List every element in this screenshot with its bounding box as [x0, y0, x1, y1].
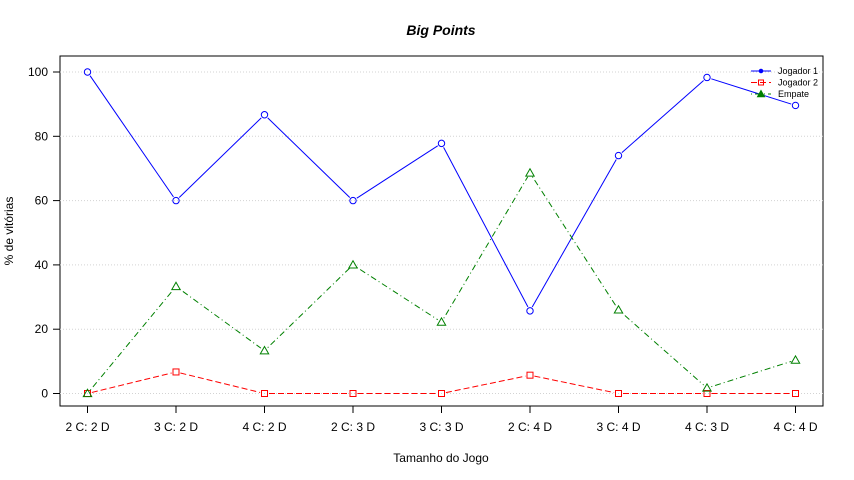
data-point: [613, 304, 624, 314]
data-point: [83, 68, 92, 76]
series-segment: [267, 117, 351, 198]
y-tick-label: 40: [35, 258, 49, 272]
legend-entry: Jogador 1: [751, 66, 818, 76]
series-segment: [91, 372, 172, 393]
series-segment: [621, 312, 704, 386]
data-point: [790, 354, 801, 364]
data-point: [526, 307, 534, 315]
data-point: [438, 390, 445, 397]
legend-label: Jogador 2: [778, 78, 818, 88]
legend-marker: [758, 68, 764, 74]
series-segment: [89, 75, 174, 198]
series-segment: [531, 159, 617, 308]
data-point: [701, 382, 713, 392]
series-segment: [443, 176, 529, 319]
series-segment: [711, 78, 792, 105]
series-segment: [445, 375, 526, 394]
series-segment: [178, 117, 262, 198]
gridlines: [60, 71, 823, 394]
y-tick-label: 20: [35, 322, 49, 336]
x-tick-label: 3 C: 3 D: [419, 420, 463, 434]
series-empate: [82, 167, 801, 398]
series-segment: [621, 80, 704, 153]
data-point: [172, 196, 180, 205]
series-jogador-1: [83, 68, 800, 315]
x-tick-label: 4 C: 2 D: [242, 420, 286, 434]
series-segment: [532, 176, 617, 307]
y-tick-label: 100: [28, 65, 48, 79]
x-tick-label: 4 C: 3 D: [685, 420, 729, 434]
legend-marker: [758, 79, 764, 86]
x-tick-label: 3 C: 4 D: [596, 420, 640, 434]
series-segment: [356, 266, 438, 321]
y-tick-label: 60: [35, 194, 49, 208]
series-segment: [443, 147, 529, 308]
data-point: [792, 390, 799, 397]
series-segment: [534, 375, 615, 394]
legend-label: Empate: [778, 89, 809, 99]
data-point: [437, 139, 446, 148]
data-point: [524, 167, 536, 177]
data-point: [347, 259, 359, 269]
series-segment: [356, 145, 438, 199]
x-axis-label: Tamanho do Jogo: [393, 451, 489, 465]
data-point: [170, 281, 182, 291]
axes: 0 20 40 60 80 100 2 C: 2 D 3 C: 2 D 4 C: 2 D 2 C:…: [28, 65, 818, 434]
x-tick-label: 2 C: 3 D: [331, 420, 375, 434]
data-point: [261, 390, 268, 397]
data-point: [349, 196, 357, 205]
series-segment: [89, 289, 174, 391]
y-axis-label: % de vitórias: [2, 197, 16, 266]
legend-entry: Jogador 2: [751, 78, 818, 88]
data-point: [436, 316, 447, 326]
y-tick-label: 0: [41, 387, 48, 401]
x-tick-label: 3 C: 2 D: [154, 420, 198, 434]
data-point: [703, 73, 711, 82]
series-segment: [180, 372, 261, 393]
x-tick-label: 2 C: 2 D: [65, 420, 109, 434]
series-segment: [267, 267, 351, 348]
data-point: [259, 345, 270, 355]
plot-frame: [59, 55, 824, 407]
legend-marker: [756, 89, 766, 98]
legend-label: Jogador 1: [778, 66, 818, 76]
chart-title: Big Points: [406, 22, 475, 38]
data-point: [615, 390, 622, 397]
data-point: [172, 368, 180, 376]
y-tick-label: 80: [35, 129, 49, 143]
data-point: [82, 388, 93, 398]
series-jogador-2: [84, 368, 799, 397]
data-point: [526, 371, 534, 379]
data-point: [791, 101, 800, 110]
series-segment: [179, 288, 262, 349]
series-segment: [711, 360, 792, 388]
data-point: [349, 390, 357, 397]
series-lines: [82, 68, 801, 398]
data-point: [260, 111, 269, 119]
x-tick-label: 2 C: 4 D: [508, 420, 552, 434]
legend-entry: Empate: [751, 89, 809, 99]
x-tick-label: 4 C: 4 D: [773, 420, 817, 434]
data-point: [703, 390, 711, 397]
data-point: [614, 151, 623, 160]
